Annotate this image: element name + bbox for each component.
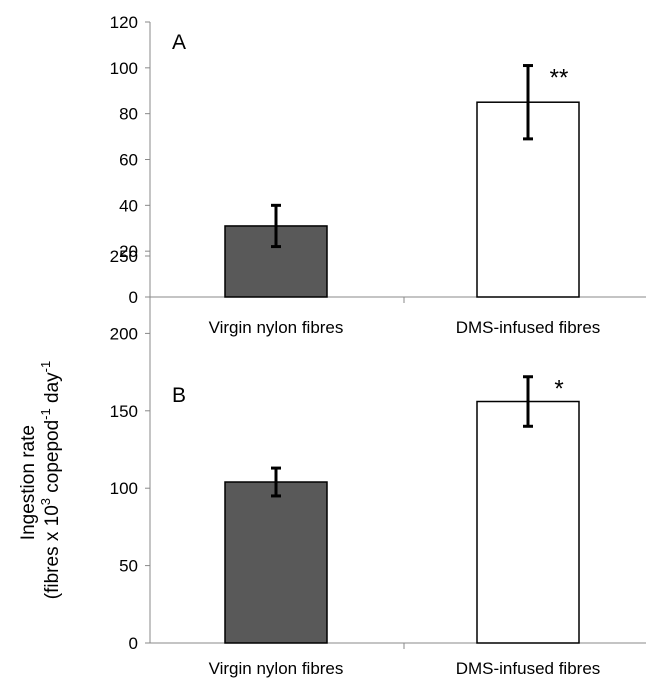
chart-panels: 0 20 40 60 80 100 120 Virgin nylon fibres ** DMS-… xyxy=(110,13,646,678)
y-axis-title-line1: Ingestion rate xyxy=(18,425,39,540)
y-tick-label: 0 xyxy=(129,634,138,653)
y-axis-title-sup: -1 xyxy=(38,408,53,420)
y-tick-label: 100 xyxy=(110,479,138,498)
y-tick-label: 100 xyxy=(110,59,138,78)
y-tick-label: 0 xyxy=(129,288,138,307)
y-tick-label: 120 xyxy=(110,13,138,32)
category-label: Virgin nylon fibres xyxy=(209,659,344,678)
y-axis-title-sup: -1 xyxy=(38,361,53,373)
significance-marker: * xyxy=(554,376,563,403)
panel-b: 0 50 100 150 200 250 Virgin nylon fibres * DMS-i… xyxy=(110,247,646,678)
category-label: Virgin nylon fibres xyxy=(209,318,344,337)
y-tick-label: 60 xyxy=(119,151,138,170)
category-label: DMS-infused fibres xyxy=(456,318,601,337)
bar-virgin xyxy=(224,481,328,644)
y-tick-label: 150 xyxy=(110,402,138,421)
y-tick-label: 200 xyxy=(110,324,138,343)
y-axis-title-sup: 3 xyxy=(38,498,53,505)
y-tick-label: 50 xyxy=(119,557,138,576)
y-axis-title-part: day xyxy=(42,372,63,408)
significance-marker: ** xyxy=(550,65,569,92)
y-tick-label: 40 xyxy=(119,196,138,215)
panel-label: A xyxy=(172,31,186,54)
category-label: DMS-infused fibres xyxy=(456,659,601,678)
panel-a: 0 20 40 60 80 100 120 Virgin nylon fibres ** DMS-… xyxy=(110,13,646,337)
bar-dms xyxy=(476,400,580,644)
y-tick-label: 80 xyxy=(119,105,138,124)
y-axis-title-line2: (fibres x 103 copepod-1 day-1 xyxy=(38,361,63,599)
y-axis-title-part: (fibres x 10 xyxy=(42,505,63,599)
panel-label: B xyxy=(172,384,186,407)
y-tick-label: 250 xyxy=(110,247,138,266)
y-axis-title: Ingestion rate (fibres x 103 copepod-1 d… xyxy=(18,361,63,599)
y-axis-title-part: copepod xyxy=(42,420,63,498)
y-tick-label: 20 xyxy=(119,242,138,261)
